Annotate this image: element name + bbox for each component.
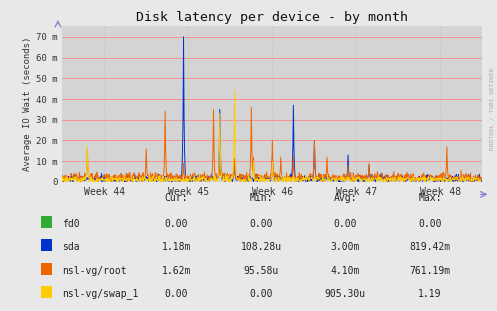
Text: 1.62m: 1.62m	[162, 266, 191, 276]
Text: 1.19: 1.19	[418, 289, 442, 299]
Text: fd0: fd0	[62, 219, 80, 229]
Text: 4.10m: 4.10m	[331, 266, 360, 276]
Text: 0.00: 0.00	[165, 219, 188, 229]
Text: Cur:: Cur:	[165, 193, 188, 202]
Text: 0.00: 0.00	[165, 289, 188, 299]
Title: Disk latency per device - by month: Disk latency per device - by month	[136, 11, 408, 24]
Text: 3.00m: 3.00m	[331, 242, 360, 252]
Text: 819.42m: 819.42m	[410, 242, 450, 252]
Text: 0.00: 0.00	[333, 219, 357, 229]
Text: nsl-vg/swap_1: nsl-vg/swap_1	[62, 288, 139, 299]
Text: 761.19m: 761.19m	[410, 266, 450, 276]
Text: 95.58u: 95.58u	[244, 266, 278, 276]
Text: Max:: Max:	[418, 193, 442, 202]
Text: 0.00: 0.00	[249, 219, 273, 229]
Text: 0.00: 0.00	[418, 219, 442, 229]
Text: 905.30u: 905.30u	[325, 289, 366, 299]
Text: Min:: Min:	[249, 193, 273, 202]
Text: 1.18m: 1.18m	[162, 242, 191, 252]
Text: RRDTOOL / TOBI OETIKER: RRDTOOL / TOBI OETIKER	[490, 67, 495, 150]
Text: Avg:: Avg:	[333, 193, 357, 202]
Text: 0.00: 0.00	[249, 289, 273, 299]
Text: sda: sda	[62, 242, 80, 252]
Text: 108.28u: 108.28u	[241, 242, 281, 252]
Y-axis label: Average IO Wait (seconds): Average IO Wait (seconds)	[22, 37, 32, 171]
Text: nsl-vg/root: nsl-vg/root	[62, 266, 127, 276]
